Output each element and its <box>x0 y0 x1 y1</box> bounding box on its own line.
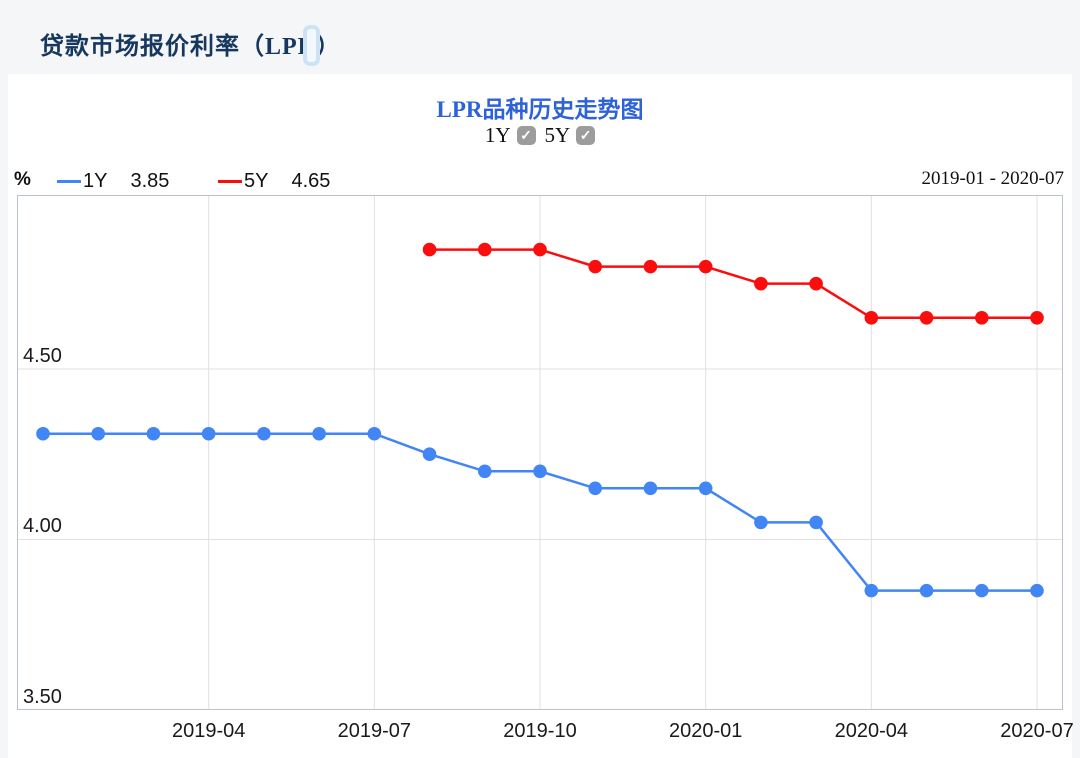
data-point <box>477 242 492 257</box>
toggle-1y-label: 1Y <box>484 122 511 147</box>
data-point <box>146 426 161 441</box>
data-point <box>809 515 823 530</box>
page-header: 贷款市场报价利率（LPR） <box>0 0 1080 74</box>
data-point <box>864 583 879 598</box>
data-point <box>809 276 823 291</box>
x-axis-label: 2019-04 <box>171 720 246 742</box>
line-chart-canvas <box>17 195 1063 710</box>
data-point <box>864 310 879 325</box>
series-5y <box>422 242 1044 325</box>
legend-label: 5Y <box>244 169 269 192</box>
data-point <box>477 464 492 479</box>
chart-card: LPR品种历史走势图 1Y ✓ 5Y ✓ % 1Y 3.85 5Y 4.65 2… <box>8 74 1074 758</box>
legend-label: 1Y <box>83 169 108 192</box>
toggle-5y[interactable]: 5Y ✓ <box>545 123 596 148</box>
data-point <box>698 259 713 274</box>
data-point <box>698 481 713 496</box>
x-axis-label: 2019-10 <box>503 720 577 742</box>
data-point <box>367 426 382 441</box>
x-axis-label: 2020-01 <box>668 720 743 742</box>
legend-value: 3.85 <box>130 169 170 192</box>
toggle-5y-label: 5Y <box>544 122 571 147</box>
checkbox-checked-icon[interactable]: ✓ <box>576 125 596 145</box>
legend-item-5y: 5Y 4.65 <box>218 168 330 194</box>
x-axis: 2019-04 2019-07 2019-10 2020-01 2020-04 2020-… <box>17 720 1074 748</box>
data-point <box>91 426 106 441</box>
data-point <box>312 426 326 441</box>
legend-value: 4.65 <box>291 169 331 192</box>
data-point <box>533 242 547 257</box>
chart-legend: % 1Y 3.85 5Y 4.65 2019-01 - 2020-07 <box>8 168 1072 194</box>
series-1y <box>36 426 1044 598</box>
data-point <box>974 310 989 325</box>
data-point <box>643 481 658 496</box>
x-axis-label: 2020-04 <box>834 720 909 742</box>
data-point <box>588 481 603 496</box>
date-range-label: 2019-01 - 2020-07 <box>921 168 1064 189</box>
data-point <box>257 426 271 441</box>
data-point <box>974 583 989 598</box>
plot-area: 3.50 4.00 4.50 <box>17 195 1063 710</box>
data-point <box>1030 310 1044 325</box>
toggle-1y[interactable]: 1Y ✓ <box>485 123 536 148</box>
x-axis-label: 2020-07 <box>1000 720 1074 742</box>
data-point <box>919 583 934 598</box>
data-point <box>201 426 216 441</box>
y-axis-unit: % <box>14 169 31 190</box>
y-axis-label: 4.50 <box>23 344 62 367</box>
x-axis-label: 2019-07 <box>337 720 412 742</box>
series-toggles: 1Y ✓ 5Y ✓ <box>8 122 1072 148</box>
data-point <box>422 447 437 462</box>
data-point <box>643 259 658 274</box>
data-point <box>422 242 437 257</box>
legend-line-swatch <box>57 179 81 183</box>
legend-item-1y: 1Y 3.85 <box>57 168 169 194</box>
data-point <box>36 426 50 441</box>
series-line <box>429 248 1037 320</box>
data-point <box>919 310 934 325</box>
data-point <box>588 259 603 274</box>
legend-line-swatch <box>218 179 242 183</box>
data-point <box>533 464 547 479</box>
data-point <box>1030 583 1044 598</box>
data-point <box>754 515 768 530</box>
data-point <box>754 276 768 291</box>
page-title: 贷款市场报价利率（LPR） <box>40 34 341 60</box>
y-axis-label: 3.50 <box>23 686 62 708</box>
bookmark-icon <box>303 25 320 66</box>
checkbox-checked-icon[interactable]: ✓ <box>516 125 536 145</box>
y-axis-label: 4.00 <box>23 515 62 538</box>
chart-title: LPR品种历史走势图 <box>436 97 644 122</box>
